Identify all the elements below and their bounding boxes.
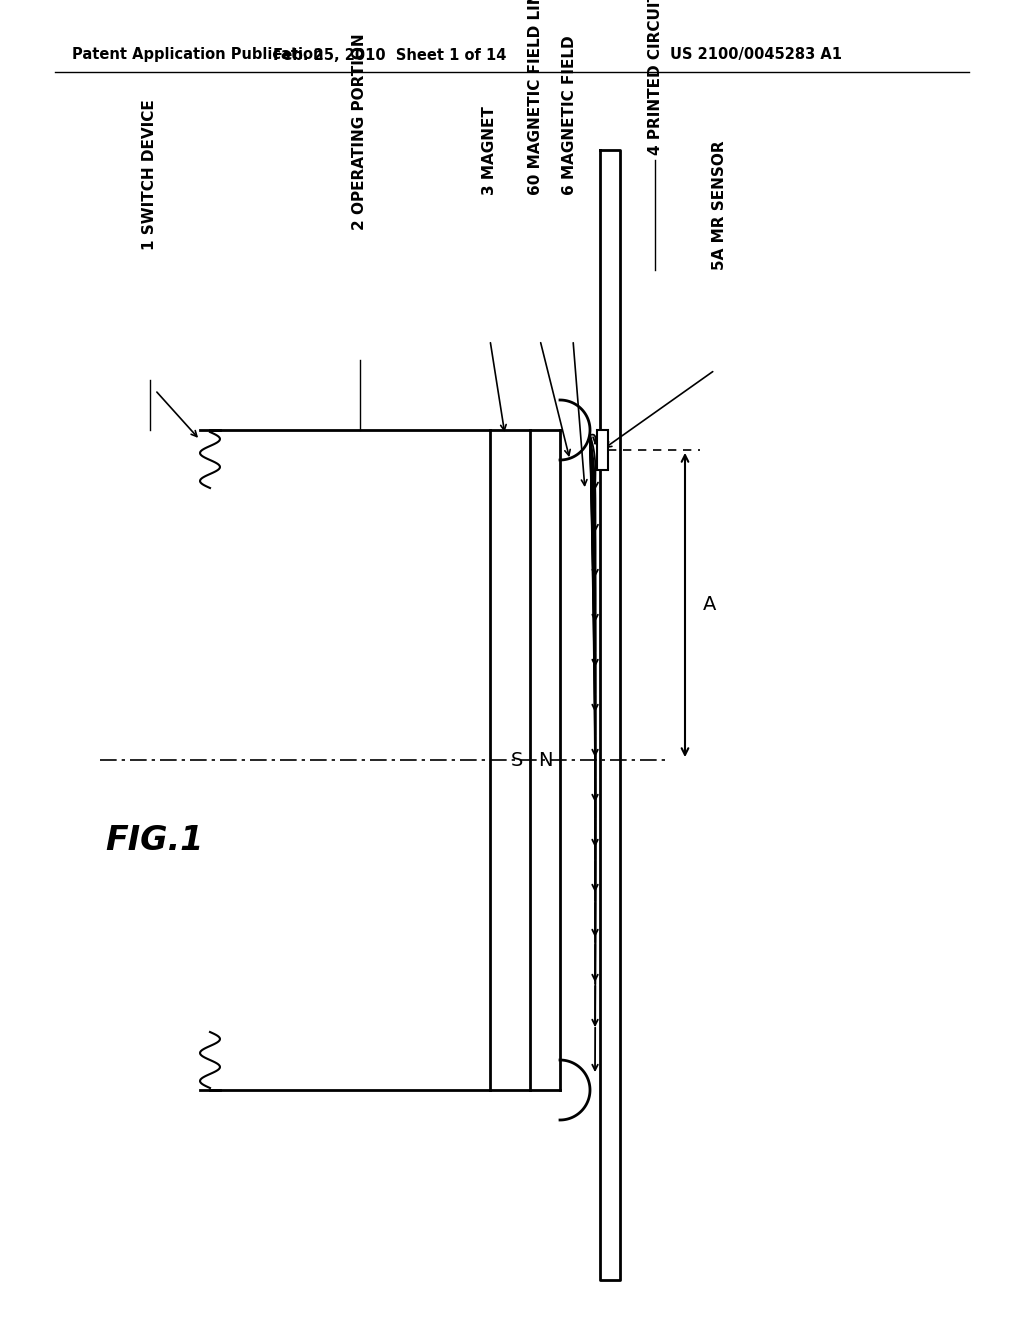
Text: 4 PRINTED CIRCUIT BOARD: 4 PRINTED CIRCUIT BOARD bbox=[647, 0, 663, 154]
Text: US 2100/0045283 A1: US 2100/0045283 A1 bbox=[670, 48, 842, 62]
Text: 6 MAGNETIC FIELD: 6 MAGNETIC FIELD bbox=[562, 36, 578, 195]
Text: Feb. 25, 2010  Sheet 1 of 14: Feb. 25, 2010 Sheet 1 of 14 bbox=[273, 48, 507, 62]
Text: A: A bbox=[703, 595, 717, 615]
Text: 1 SWITCH DEVICE: 1 SWITCH DEVICE bbox=[142, 99, 158, 249]
Text: N: N bbox=[538, 751, 552, 770]
Text: 60 MAGNETIC FIELD LINES: 60 MAGNETIC FIELD LINES bbox=[527, 0, 543, 195]
Text: S: S bbox=[511, 751, 523, 770]
Text: Patent Application Publication: Patent Application Publication bbox=[72, 48, 324, 62]
Text: 2 OPERATING PORTION: 2 OPERATING PORTION bbox=[352, 33, 368, 230]
Text: 5A MR SENSOR: 5A MR SENSOR bbox=[713, 140, 727, 271]
Text: FIG.1: FIG.1 bbox=[105, 824, 204, 857]
Text: 3 MAGNET: 3 MAGNET bbox=[482, 106, 498, 195]
Bar bbox=[597, 430, 608, 470]
